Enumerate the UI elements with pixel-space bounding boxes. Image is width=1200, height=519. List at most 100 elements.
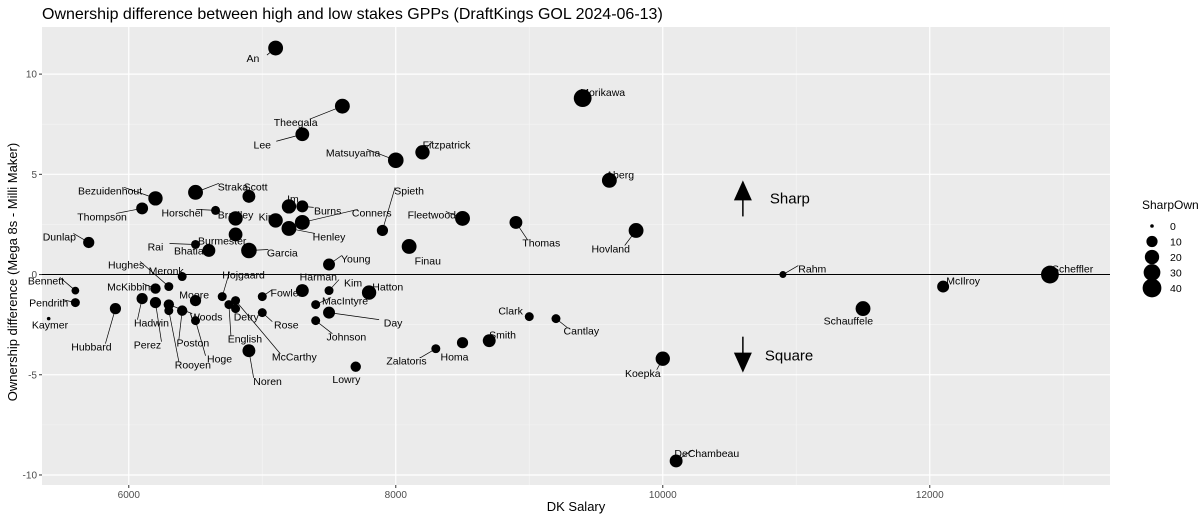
point-label: McCarthy [272, 352, 318, 364]
point-label: Homa [441, 352, 469, 364]
data-point [311, 316, 321, 326]
point-label: Rahm [798, 264, 826, 276]
data-point [202, 244, 216, 257]
label-leader-line [328, 312, 380, 320]
data-point [1041, 265, 1059, 284]
data-point [296, 200, 309, 213]
x-axis-title: DK Salary [547, 499, 606, 514]
point-label: Spieth [394, 185, 424, 197]
data-point [295, 127, 310, 142]
data-point [231, 304, 241, 314]
point-label: Lowry [332, 374, 361, 386]
y-tick-label: -10 [23, 470, 38, 481]
data-point [242, 189, 256, 203]
data-point [268, 213, 283, 228]
point-label: Meronk [149, 266, 185, 278]
point-label: An [247, 53, 260, 65]
data-point [551, 314, 561, 324]
point-label: Henley [313, 231, 346, 243]
point-label: Detry [234, 312, 260, 324]
point-label: Garcia [267, 247, 298, 259]
data-point [228, 227, 243, 242]
point-label: Bezuidenhout [78, 185, 142, 197]
data-point [295, 284, 309, 298]
data-point [83, 236, 95, 249]
point-label: Dunlap [43, 231, 76, 243]
square-annotation: Square [765, 348, 813, 365]
point-label: Rooyen [175, 360, 211, 372]
data-point [136, 202, 149, 215]
data-point [655, 351, 670, 366]
data-point [148, 191, 163, 206]
point-label: Johnson [327, 332, 367, 344]
sharp-arrow-head [733, 180, 752, 201]
data-point [456, 337, 469, 349]
label-leader-line [155, 302, 162, 342]
point-label: Zalatoris [386, 356, 426, 368]
data-point [628, 223, 644, 238]
point-label: Thomas [522, 237, 560, 249]
point-label: Clark [498, 306, 523, 318]
point-label: Rose [274, 320, 299, 332]
point-label: Aberg [606, 169, 634, 181]
y-tick-label: 0 [31, 270, 37, 281]
point-label: Burns [314, 205, 341, 217]
data-point [268, 40, 284, 56]
data-point [482, 334, 496, 348]
x-tick-label: 12000 [916, 490, 944, 501]
data-point [242, 344, 256, 358]
label-leader-line [235, 300, 281, 354]
data-point [361, 285, 377, 300]
point-label: Woods [190, 312, 223, 324]
data-point [71, 286, 80, 295]
point-label: Bennett [28, 276, 64, 288]
point-label: English [228, 334, 263, 346]
legend-key-point [1144, 249, 1160, 265]
point-label: Hovland [591, 243, 630, 255]
data-point [573, 89, 592, 108]
point-label: Hughes [108, 260, 144, 272]
direction-annotations: Sharp Square [733, 180, 813, 373]
data-point [257, 292, 267, 302]
point-label: Schauffele [824, 316, 874, 328]
point-label: Koepka [625, 368, 661, 380]
point-label: Harman [300, 272, 338, 284]
data-point [509, 215, 523, 229]
legend-label: 0 [1170, 221, 1176, 233]
data-point [231, 296, 241, 306]
point-label: Fitzpatrick [423, 139, 472, 151]
point-label: Cantlay [564, 326, 600, 338]
data-point [46, 316, 51, 321]
data-point [387, 152, 404, 169]
point-label: Poston [177, 338, 210, 350]
legend: SharpOwn 0 10 20 30 40 [1142, 198, 1199, 298]
data-point [294, 214, 310, 230]
x-tick-label: 10000 [649, 490, 677, 501]
data-point [334, 98, 350, 114]
point-label: Hubbard [71, 342, 111, 354]
data-point [188, 184, 203, 200]
data-point [150, 283, 161, 294]
label-leader-line [382, 187, 396, 231]
point-label: Noren [253, 376, 282, 388]
data-point [324, 286, 334, 296]
point-label: Lee [254, 139, 272, 151]
legend-label: 10 [1170, 237, 1182, 249]
y-tick-label: 5 [31, 170, 37, 181]
y-tick-label: 10 [26, 70, 38, 81]
data-point [401, 239, 417, 254]
point-label: Hadwin [134, 318, 169, 330]
data-point [350, 361, 361, 372]
data-point [217, 292, 227, 302]
data-point [323, 258, 335, 271]
data-point [70, 298, 80, 308]
square-arrow-head [733, 352, 752, 373]
point-label: Burmester [198, 235, 247, 247]
data-point [211, 205, 221, 215]
data-point [189, 295, 202, 307]
data-point [228, 211, 243, 226]
label-leader-line [105, 308, 116, 344]
point-label: Bradley [218, 209, 254, 221]
data-points [46, 40, 1059, 468]
